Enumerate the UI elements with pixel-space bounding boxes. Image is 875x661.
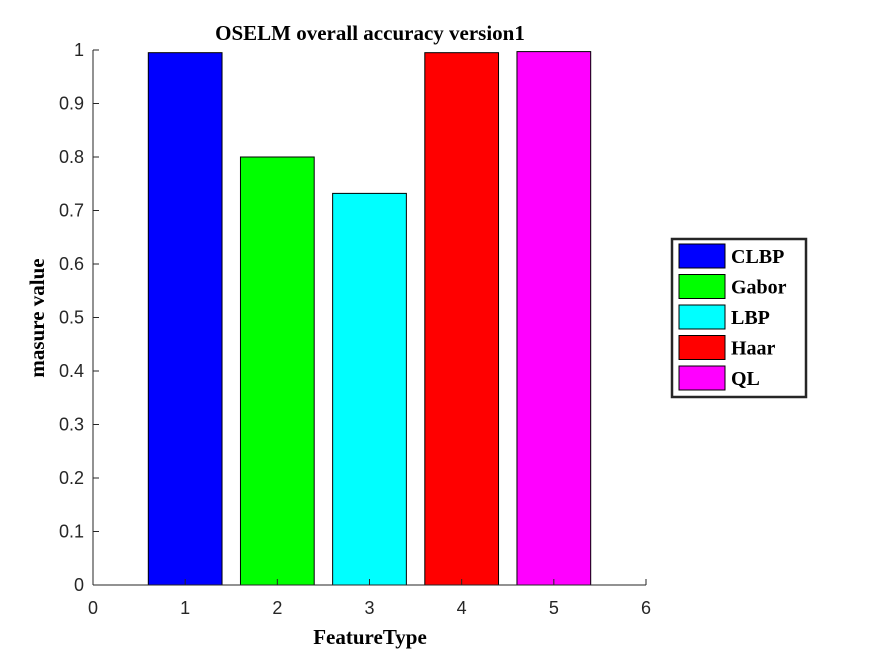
- legend-swatch-haar: [678, 335, 726, 360]
- x-tick-label: 6: [641, 598, 651, 618]
- y-tick-label: 0.5: [59, 308, 84, 328]
- legend-label-gabor: Gabor: [731, 277, 787, 299]
- legend-label-haar: Haar: [731, 338, 776, 360]
- chart-title: OSELM overall accuracy version1: [215, 21, 525, 45]
- legend-swatch-gabor: [678, 274, 726, 299]
- bars-layer: [147, 51, 592, 586]
- x-tick-label: 4: [457, 598, 467, 618]
- y-tick-label: 0.9: [59, 94, 84, 114]
- y-tick-label: 0.6: [59, 254, 84, 274]
- bar-ql: [516, 51, 592, 586]
- bar-haar: [424, 52, 500, 586]
- bar-clbp: [147, 52, 223, 586]
- legend-swatch-ql: [678, 365, 726, 391]
- legend-swatch-clbp: [678, 243, 726, 269]
- legend-label-clbp: CLBP: [731, 246, 784, 268]
- x-tick-label: 2: [272, 598, 282, 618]
- legend-label-lbp: LBP: [731, 307, 770, 329]
- y-tick-label: 0.8: [59, 147, 84, 167]
- y-axis-title: masure value: [25, 258, 49, 377]
- y-tick-label: 0: [74, 575, 84, 595]
- y-tick-label: 0.2: [59, 468, 84, 488]
- bar-gabor: [239, 156, 315, 586]
- legend-label-ql: QL: [731, 368, 760, 390]
- bar-lbp: [332, 192, 407, 586]
- y-tick-label: 0.3: [59, 415, 84, 435]
- x-tick-label: 5: [549, 598, 559, 618]
- x-axis-title: FeatureType: [313, 625, 427, 649]
- y-tick-label: 0.4: [59, 361, 84, 381]
- y-tick-label: 0.1: [59, 522, 84, 542]
- x-tick-label: 1: [180, 598, 190, 618]
- y-tick-label: 1: [74, 40, 84, 60]
- legend-swatch-lbp: [678, 304, 726, 330]
- ticks-layer: 0 0.1 0.2 0.3 0.4 0.5 0.6 0.7 0.8 0.9 1 0 1 2 3 4 5 6: [59, 40, 651, 618]
- legend: CLBP Gabor LBP Haar QL: [670, 237, 808, 399]
- x-tick-label: 3: [364, 598, 374, 618]
- legend-items: CLBP Gabor LBP Haar QL: [678, 243, 787, 391]
- y-tick-label: 0.7: [59, 201, 84, 221]
- x-tick-label: 0: [88, 598, 98, 618]
